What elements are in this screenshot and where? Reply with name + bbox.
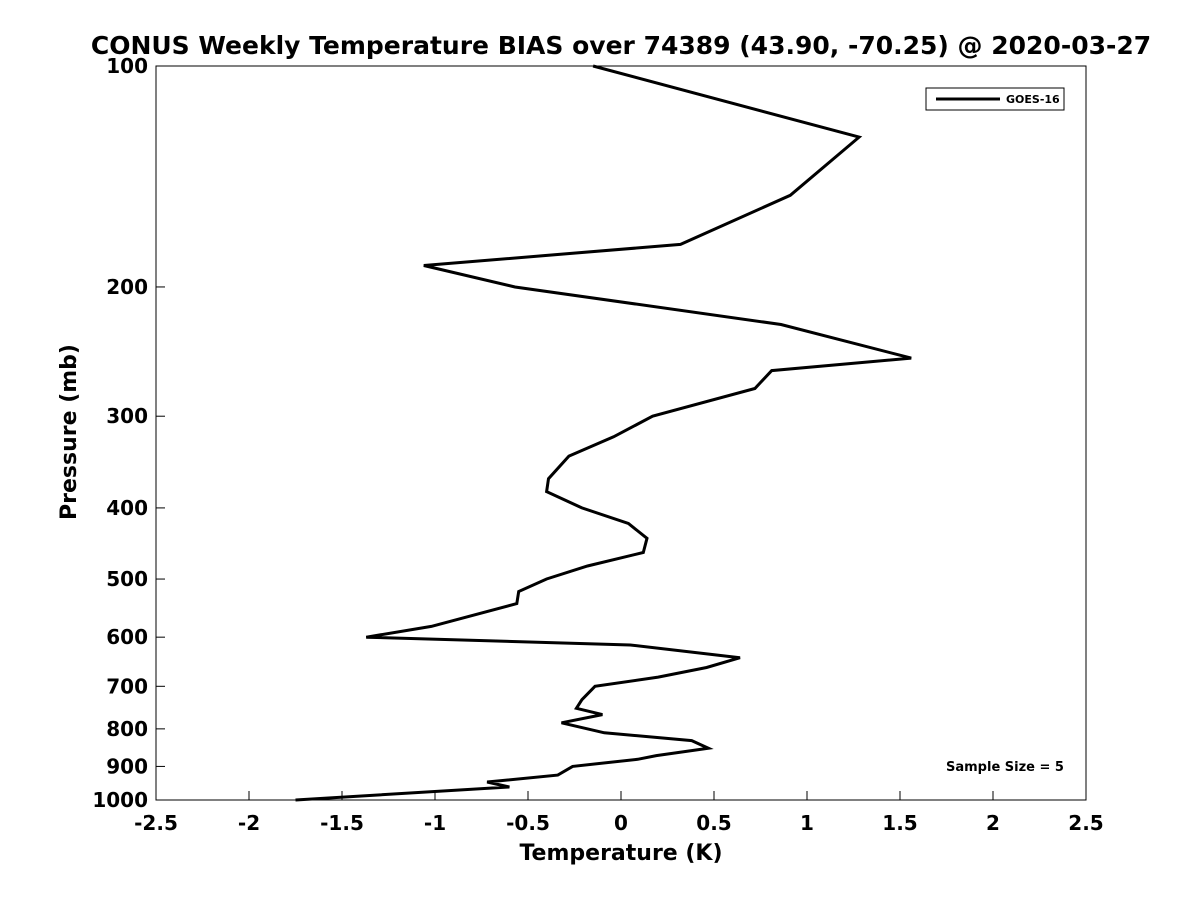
y-tick-label: 500 xyxy=(106,567,148,591)
x-tick-label: 2 xyxy=(986,811,1000,835)
x-tick-label: 1.5 xyxy=(882,811,917,835)
x-tick-label: -2.5 xyxy=(134,811,178,835)
legend: GOES-16 xyxy=(925,87,1065,111)
y-tick-label: 800 xyxy=(106,717,148,741)
y-tick-label: 700 xyxy=(106,674,148,698)
x-tick-label: -2 xyxy=(238,811,260,835)
x-axis-label: Temperature (K) xyxy=(519,841,722,866)
y-tick-label: 1000 xyxy=(92,788,148,812)
x-tick-label: -1 xyxy=(424,811,446,835)
x-tick-label: -0.5 xyxy=(506,811,550,835)
y-tick-label: 300 xyxy=(106,404,148,428)
x-tick-label: 1 xyxy=(800,811,814,835)
sample-size-annotation: Sample Size = 5 xyxy=(946,760,1064,775)
x-tick-label: 0 xyxy=(614,811,628,835)
y-axis-label: Pressure (mb) xyxy=(57,344,82,520)
x-axis: -2.5 -2 -1.5 -1 -0.5 0 0.5 1 1.5 2 2.5 xyxy=(134,791,1104,835)
plot-area: -2.5 -2 -1.5 -1 -0.5 0 0.5 1 1.5 2 2.5 100 200 300 40… xyxy=(92,54,1103,835)
y-tick-label: 100 xyxy=(106,54,148,78)
x-tick-label: 2.5 xyxy=(1068,811,1103,835)
x-tick-label: -1.5 xyxy=(320,811,364,835)
y-tick-label: 400 xyxy=(106,496,148,520)
y-axis: 100 200 300 400 500 600 700 800 900 1000 xyxy=(92,54,165,812)
series-line-goes-16 xyxy=(295,64,912,802)
series-layer xyxy=(295,64,912,802)
chart-title: CONUS Weekly Temperature BIAS over 74389… xyxy=(91,31,1151,60)
y-tick-label: 200 xyxy=(106,275,148,299)
y-tick-label: 900 xyxy=(106,754,148,778)
legend-label-goes-16: GOES-16 xyxy=(1006,93,1060,106)
y-tick-label: 600 xyxy=(106,625,148,649)
x-tick-label: 0.5 xyxy=(696,811,731,835)
